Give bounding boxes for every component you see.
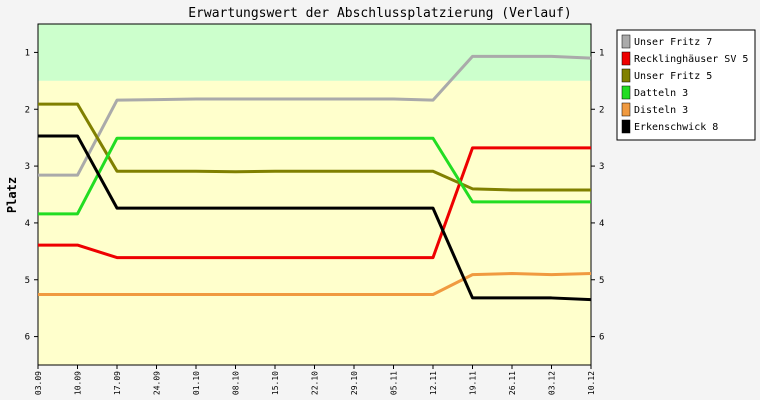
- legend-label: Unser Fritz 5: [634, 71, 712, 82]
- x-tick-label: 05.11: [390, 371, 399, 395]
- y-tick-label: 4: [25, 219, 30, 229]
- x-tick-label: 17.09: [113, 371, 122, 395]
- x-tick-label: 03.09: [34, 371, 43, 395]
- series-line: [38, 146, 591, 260]
- background-band: [38, 80, 591, 365]
- y-tick-label: 3: [25, 162, 30, 172]
- background-band: [38, 24, 591, 81]
- y2-tick-label: 4: [599, 219, 604, 229]
- y-tick-label: 1: [25, 48, 30, 58]
- y2-tick-label: 1: [599, 48, 604, 58]
- x-tick-label: 10.09: [74, 371, 83, 395]
- legend-swatch: [621, 119, 631, 134]
- series-line: [38, 271, 592, 297]
- x-tick-label: 29.10: [350, 371, 359, 395]
- legend-label: Datteln 3: [634, 88, 688, 99]
- series-line: [38, 102, 591, 192]
- chart-title: Erwartungswert der Abschlussplatzierung …: [188, 6, 572, 21]
- y-tick-label: 6: [25, 333, 30, 343]
- x-tick-label: 03.12: [548, 371, 557, 395]
- x-tick-label: 22.10: [311, 371, 320, 395]
- y-tick-label: 2: [25, 105, 30, 115]
- x-tick-label: 01.10: [192, 371, 201, 395]
- y2-tick-label: 5: [599, 276, 604, 286]
- x-tick-label: 26.11: [508, 371, 517, 395]
- x-tick-label: 24.09: [153, 371, 162, 395]
- legend-swatch: [621, 102, 631, 117]
- legend-box: [616, 29, 756, 141]
- legend-label: Unser Fritz 7: [634, 37, 712, 48]
- legend-label: Erkenschwick 8: [634, 122, 718, 133]
- y-tick-label: 5: [25, 276, 30, 286]
- y2-tick-label: 6: [599, 333, 604, 343]
- legend-swatch: [621, 34, 631, 49]
- legend-swatch: [621, 68, 631, 83]
- legend-label: Recklinghäuser SV 5: [634, 54, 748, 65]
- x-tick-label: 15.10: [271, 371, 280, 395]
- y-axis-title: Platz: [5, 177, 19, 213]
- series-line: [38, 54, 592, 177]
- legend-label: Disteln 3: [634, 105, 688, 116]
- x-tick-label: 19.11: [469, 371, 478, 395]
- x-tick-label: 12.11: [429, 371, 438, 395]
- x-tick-label: 08.10: [232, 371, 241, 395]
- legend-swatch: [621, 85, 631, 100]
- legend-swatch: [621, 51, 631, 66]
- series-line: [38, 136, 591, 216]
- x-tick-label: 10.12: [587, 371, 596, 395]
- series-line: [38, 134, 592, 302]
- y2-tick-label: 3: [599, 162, 604, 172]
- y2-tick-label: 2: [599, 105, 604, 115]
